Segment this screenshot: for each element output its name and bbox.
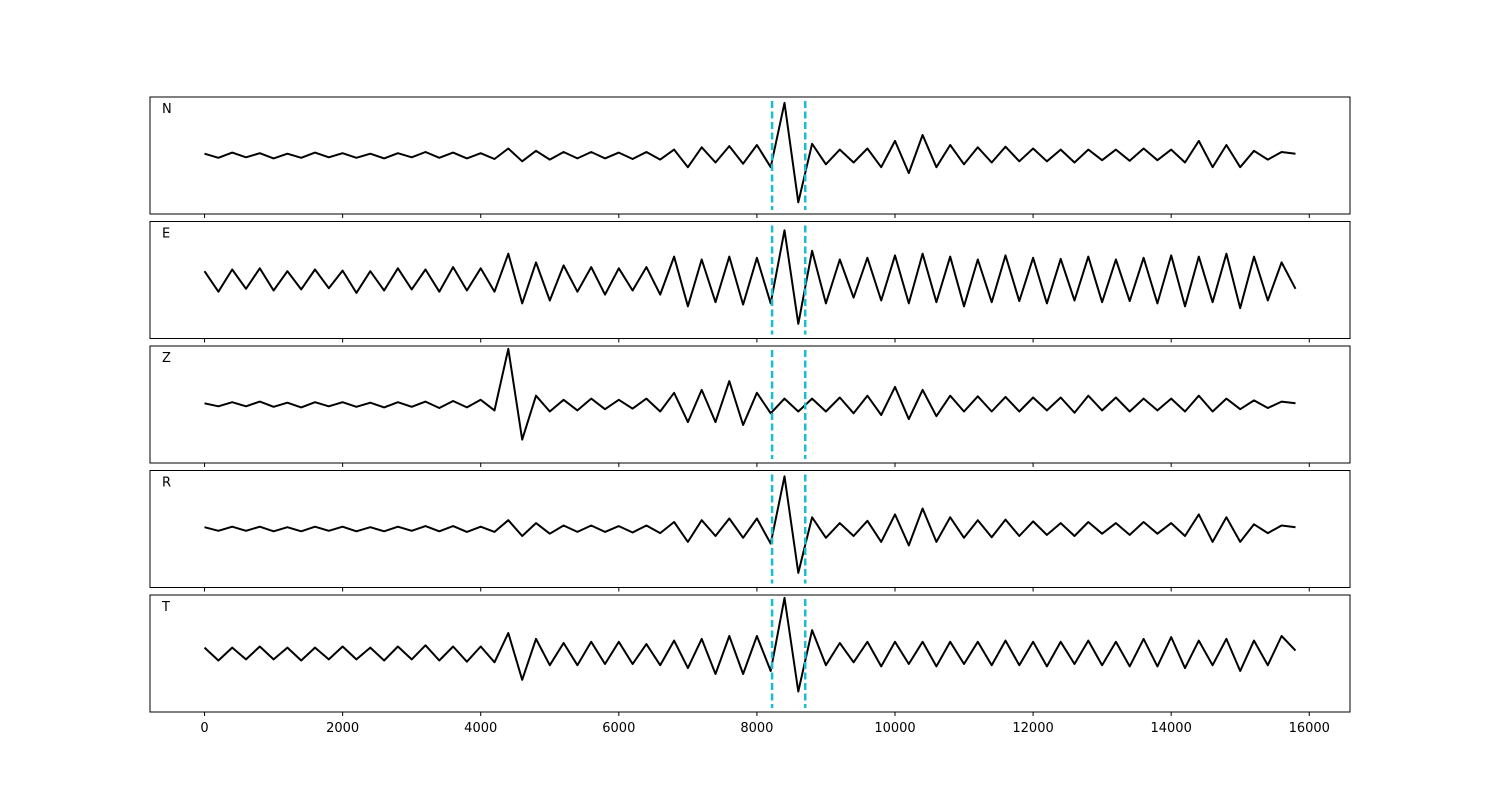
waveform — [204, 101, 1296, 204]
waveform — [204, 475, 1296, 574]
panel-frame — [149, 345, 1351, 464]
panel-label: N — [162, 102, 172, 117]
panel-label: E — [162, 227, 170, 242]
waveform — [204, 347, 1296, 441]
x-tick-label: 8000 — [740, 721, 773, 736]
panel-frame — [149, 96, 1351, 215]
panel-frame — [149, 594, 1351, 713]
x-tick-label: 16000 — [1289, 721, 1330, 736]
x-tick-label: 10000 — [874, 721, 915, 736]
x-tick-label: 2000 — [326, 721, 359, 736]
waveform — [203, 229, 1297, 325]
panel-frame — [149, 470, 1351, 588]
x-tick-label: 14000 — [1150, 721, 1191, 736]
panel-label: R — [162, 476, 171, 491]
panel-frame — [149, 221, 1351, 339]
panel-label: T — [161, 600, 170, 615]
x-tick-label: 6000 — [602, 721, 635, 736]
x-tick-label: 4000 — [464, 721, 497, 736]
panel-label: Z — [162, 351, 171, 366]
x-tick-label: 12000 — [1012, 721, 1053, 736]
x-tick-label: 0 — [200, 721, 208, 736]
waveform — [203, 596, 1297, 693]
